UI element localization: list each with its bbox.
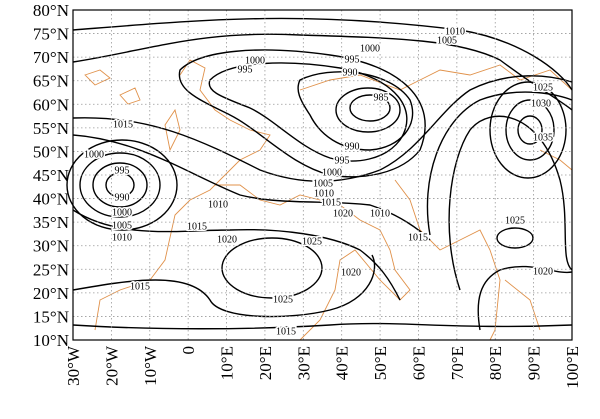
x-tick-label: 30°E — [294, 346, 313, 380]
contour-label: 1010 — [314, 188, 334, 199]
contour-label: 1035 — [533, 132, 553, 143]
contour-label: 1015 — [276, 326, 296, 337]
y-tick-label: 15°N — [33, 307, 69, 326]
contour-label: 995 — [115, 165, 130, 176]
y-tick-label: 45°N — [33, 166, 69, 185]
contour-label: 1010 — [112, 232, 132, 243]
contour-label: 1000 — [322, 167, 342, 178]
y-tick-label: 65°N — [33, 72, 69, 91]
contour-label: 1010 — [208, 199, 228, 210]
contour-label: 1010 — [445, 26, 465, 37]
x-tick-label: 60°E — [409, 346, 428, 380]
y-tick-label: 55°N — [33, 119, 69, 138]
y-tick-label: 20°N — [33, 284, 69, 303]
x-tick-label: 90°E — [525, 346, 544, 380]
contour-label: 1010 — [370, 208, 390, 219]
contour-label: 985 — [374, 92, 389, 103]
contour-label: 1005 — [313, 178, 333, 189]
contour-label: 1015 — [321, 197, 341, 208]
contour-label: 1020 — [217, 234, 237, 245]
contour-label: 995 — [335, 155, 350, 166]
contour-label: 1015 — [187, 221, 207, 232]
contour-label: 1015 — [113, 119, 133, 130]
x-tick-label: 10°E — [218, 346, 237, 380]
x-tick-label: 10°W — [141, 345, 160, 386]
contour-label: 995 — [345, 54, 360, 65]
y-tick-label: 30°N — [33, 237, 69, 256]
contour-label: 1000 — [112, 207, 132, 218]
contour-label: 1030 — [531, 98, 551, 109]
y-tick-label: 75°N — [33, 25, 69, 44]
x-tick-label: 0 — [179, 346, 198, 355]
contour-label: 1000 — [245, 55, 265, 66]
y-tick-label: 35°N — [33, 213, 69, 232]
y-tick-label: 70°N — [33, 48, 69, 67]
contour-label: 1015 — [408, 232, 428, 243]
contour-label: 1000 — [360, 43, 380, 54]
y-tick-label: 10°N — [33, 331, 69, 350]
contour-label: 1020 — [333, 208, 353, 219]
y-tick-label: 60°N — [33, 95, 69, 114]
contour-label: 1025 — [533, 82, 553, 93]
contour-label: 1020 — [341, 267, 361, 278]
x-tick-label: 20°W — [102, 345, 121, 386]
y-tick-label: 50°N — [33, 142, 69, 161]
contour-label: 1015 — [130, 281, 150, 292]
x-tick-label: 30°W — [64, 345, 83, 386]
contour-label: 1025 — [505, 215, 525, 226]
contour-label: 990 — [115, 192, 130, 203]
contour-label: 1020 — [533, 266, 553, 277]
contour-label: 1025 — [273, 294, 293, 305]
contour-label: 990 — [343, 67, 358, 78]
x-tick-label: 70°E — [448, 346, 467, 380]
y-tick-label: 25°N — [33, 260, 69, 279]
x-tick-label: 50°E — [371, 346, 390, 380]
grid — [73, 10, 572, 340]
contour-label: 1005 — [437, 35, 457, 46]
x-tick-label: 80°E — [486, 346, 505, 380]
x-tick-label: 20°E — [256, 346, 275, 380]
contour-label: 990 — [345, 141, 360, 152]
x-tick-label: 40°E — [333, 346, 352, 380]
contour-label: 1025 — [302, 236, 322, 247]
y-tick-label: 80°N — [33, 1, 69, 20]
contour-label: 1005 — [112, 220, 132, 231]
contour-label: 995 — [238, 64, 253, 75]
x-tick-label: 100°E — [563, 346, 582, 389]
y-tick-label: 40°N — [33, 190, 69, 209]
contours — [66, 17, 573, 331]
frame — [72, 9, 573, 341]
contour-label: 1000 — [84, 149, 104, 160]
